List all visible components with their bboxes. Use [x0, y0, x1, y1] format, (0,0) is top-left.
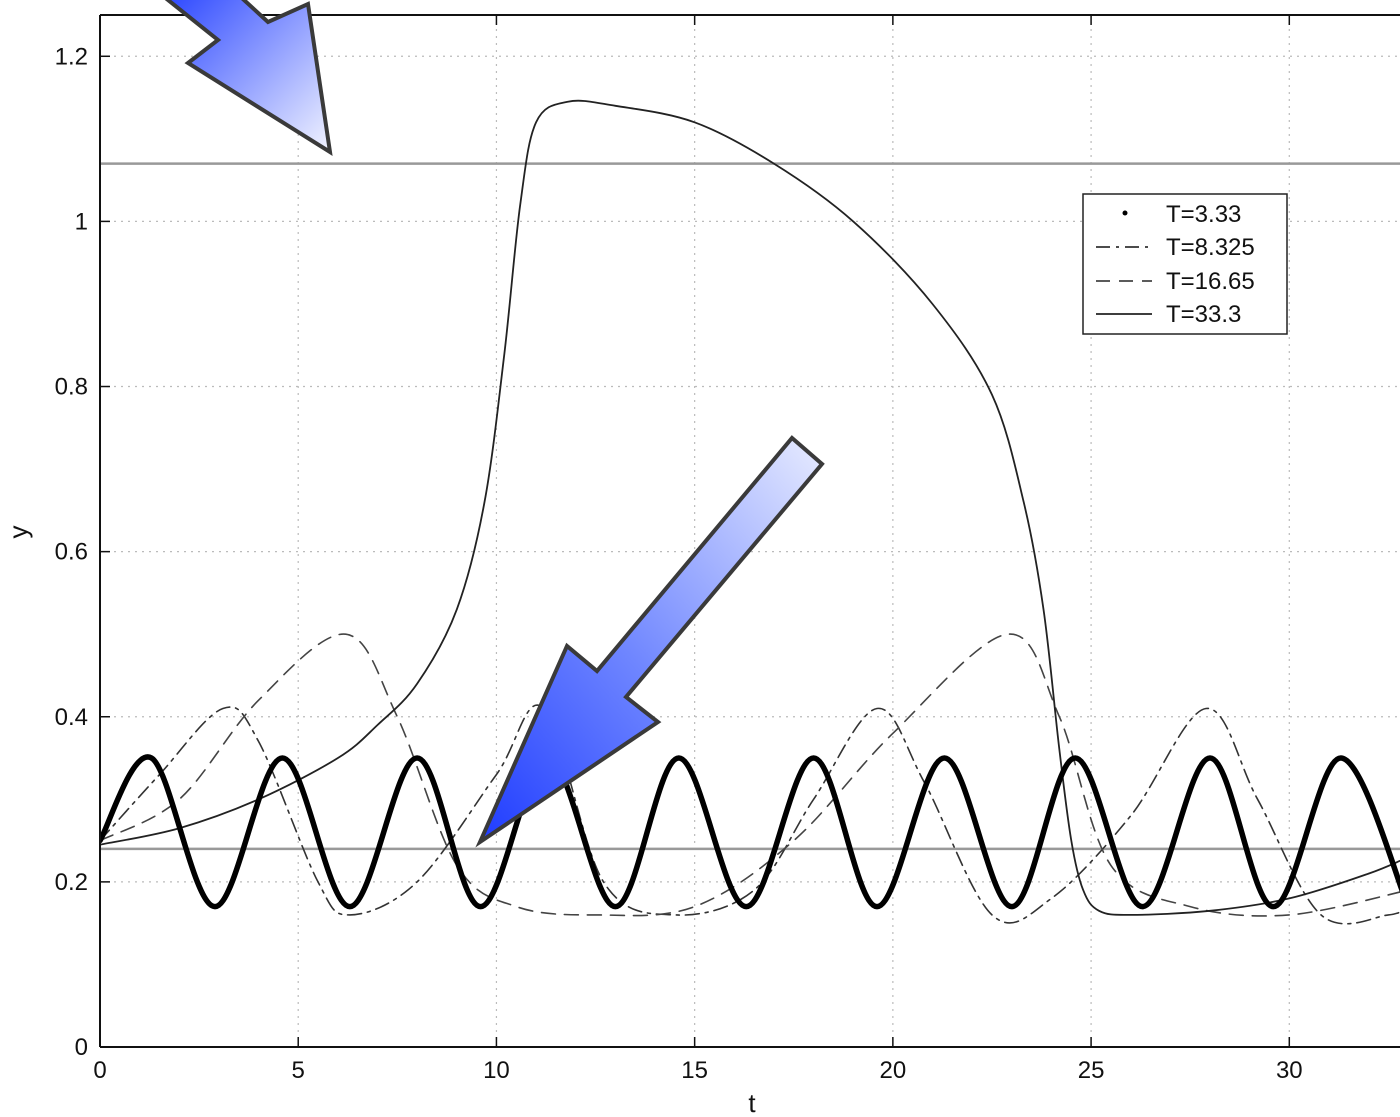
legend-label: T=33.3: [1166, 301, 1241, 328]
reference-lines: [100, 162, 1400, 851]
y-tick-label: 0.8: [55, 374, 88, 401]
series-line-t-33-3: [100, 99, 1400, 916]
y-tick-label: 1: [75, 208, 88, 235]
y-tick-label: 1.2: [55, 43, 88, 70]
legend-label: T=3.33: [1166, 201, 1241, 228]
x-tick-label: 25: [1078, 1057, 1105, 1084]
x-axis-label: t: [748, 1088, 756, 1117]
x-tick-label: 0: [93, 1057, 106, 1084]
x-tick-label: 10: [483, 1057, 510, 1084]
y-tick-label: 0.2: [55, 869, 88, 896]
legend-label: T=8.325: [1166, 234, 1255, 261]
y-tick-label: 0: [75, 1034, 88, 1061]
center-arrow-icon: [475, 435, 825, 848]
x-tick-label: 20: [880, 1057, 907, 1084]
series-line-t-16-65: [100, 633, 1400, 917]
x-tick-label: 30: [1276, 1057, 1303, 1084]
y-tick-label: 0.6: [55, 539, 88, 566]
ticks: 0 5 10 15 20 25 30 0 0.2 0.4 0.6 0.8 1 1.2: [55, 15, 1303, 1084]
y-tick-label: 0.4: [55, 704, 88, 731]
legend-marker-dot: [1122, 210, 1128, 216]
axes: [99, 14, 1400, 1048]
legend-box: [1082, 193, 1288, 335]
series-line-t-8-325: [100, 704, 1400, 925]
series-line-t-3-33: [100, 754, 1400, 910]
legend-label: T=16.65: [1166, 268, 1255, 295]
legend: T=3.33 T=8.325 T=16.65 T=33.3: [1082, 193, 1288, 335]
series-group: [100, 99, 1400, 925]
x-tick-label: 5: [292, 1057, 305, 1084]
x-tick-label: 15: [681, 1057, 708, 1084]
y-axis-label: y: [3, 526, 33, 539]
top-left-arrow-icon: [164, 0, 333, 157]
